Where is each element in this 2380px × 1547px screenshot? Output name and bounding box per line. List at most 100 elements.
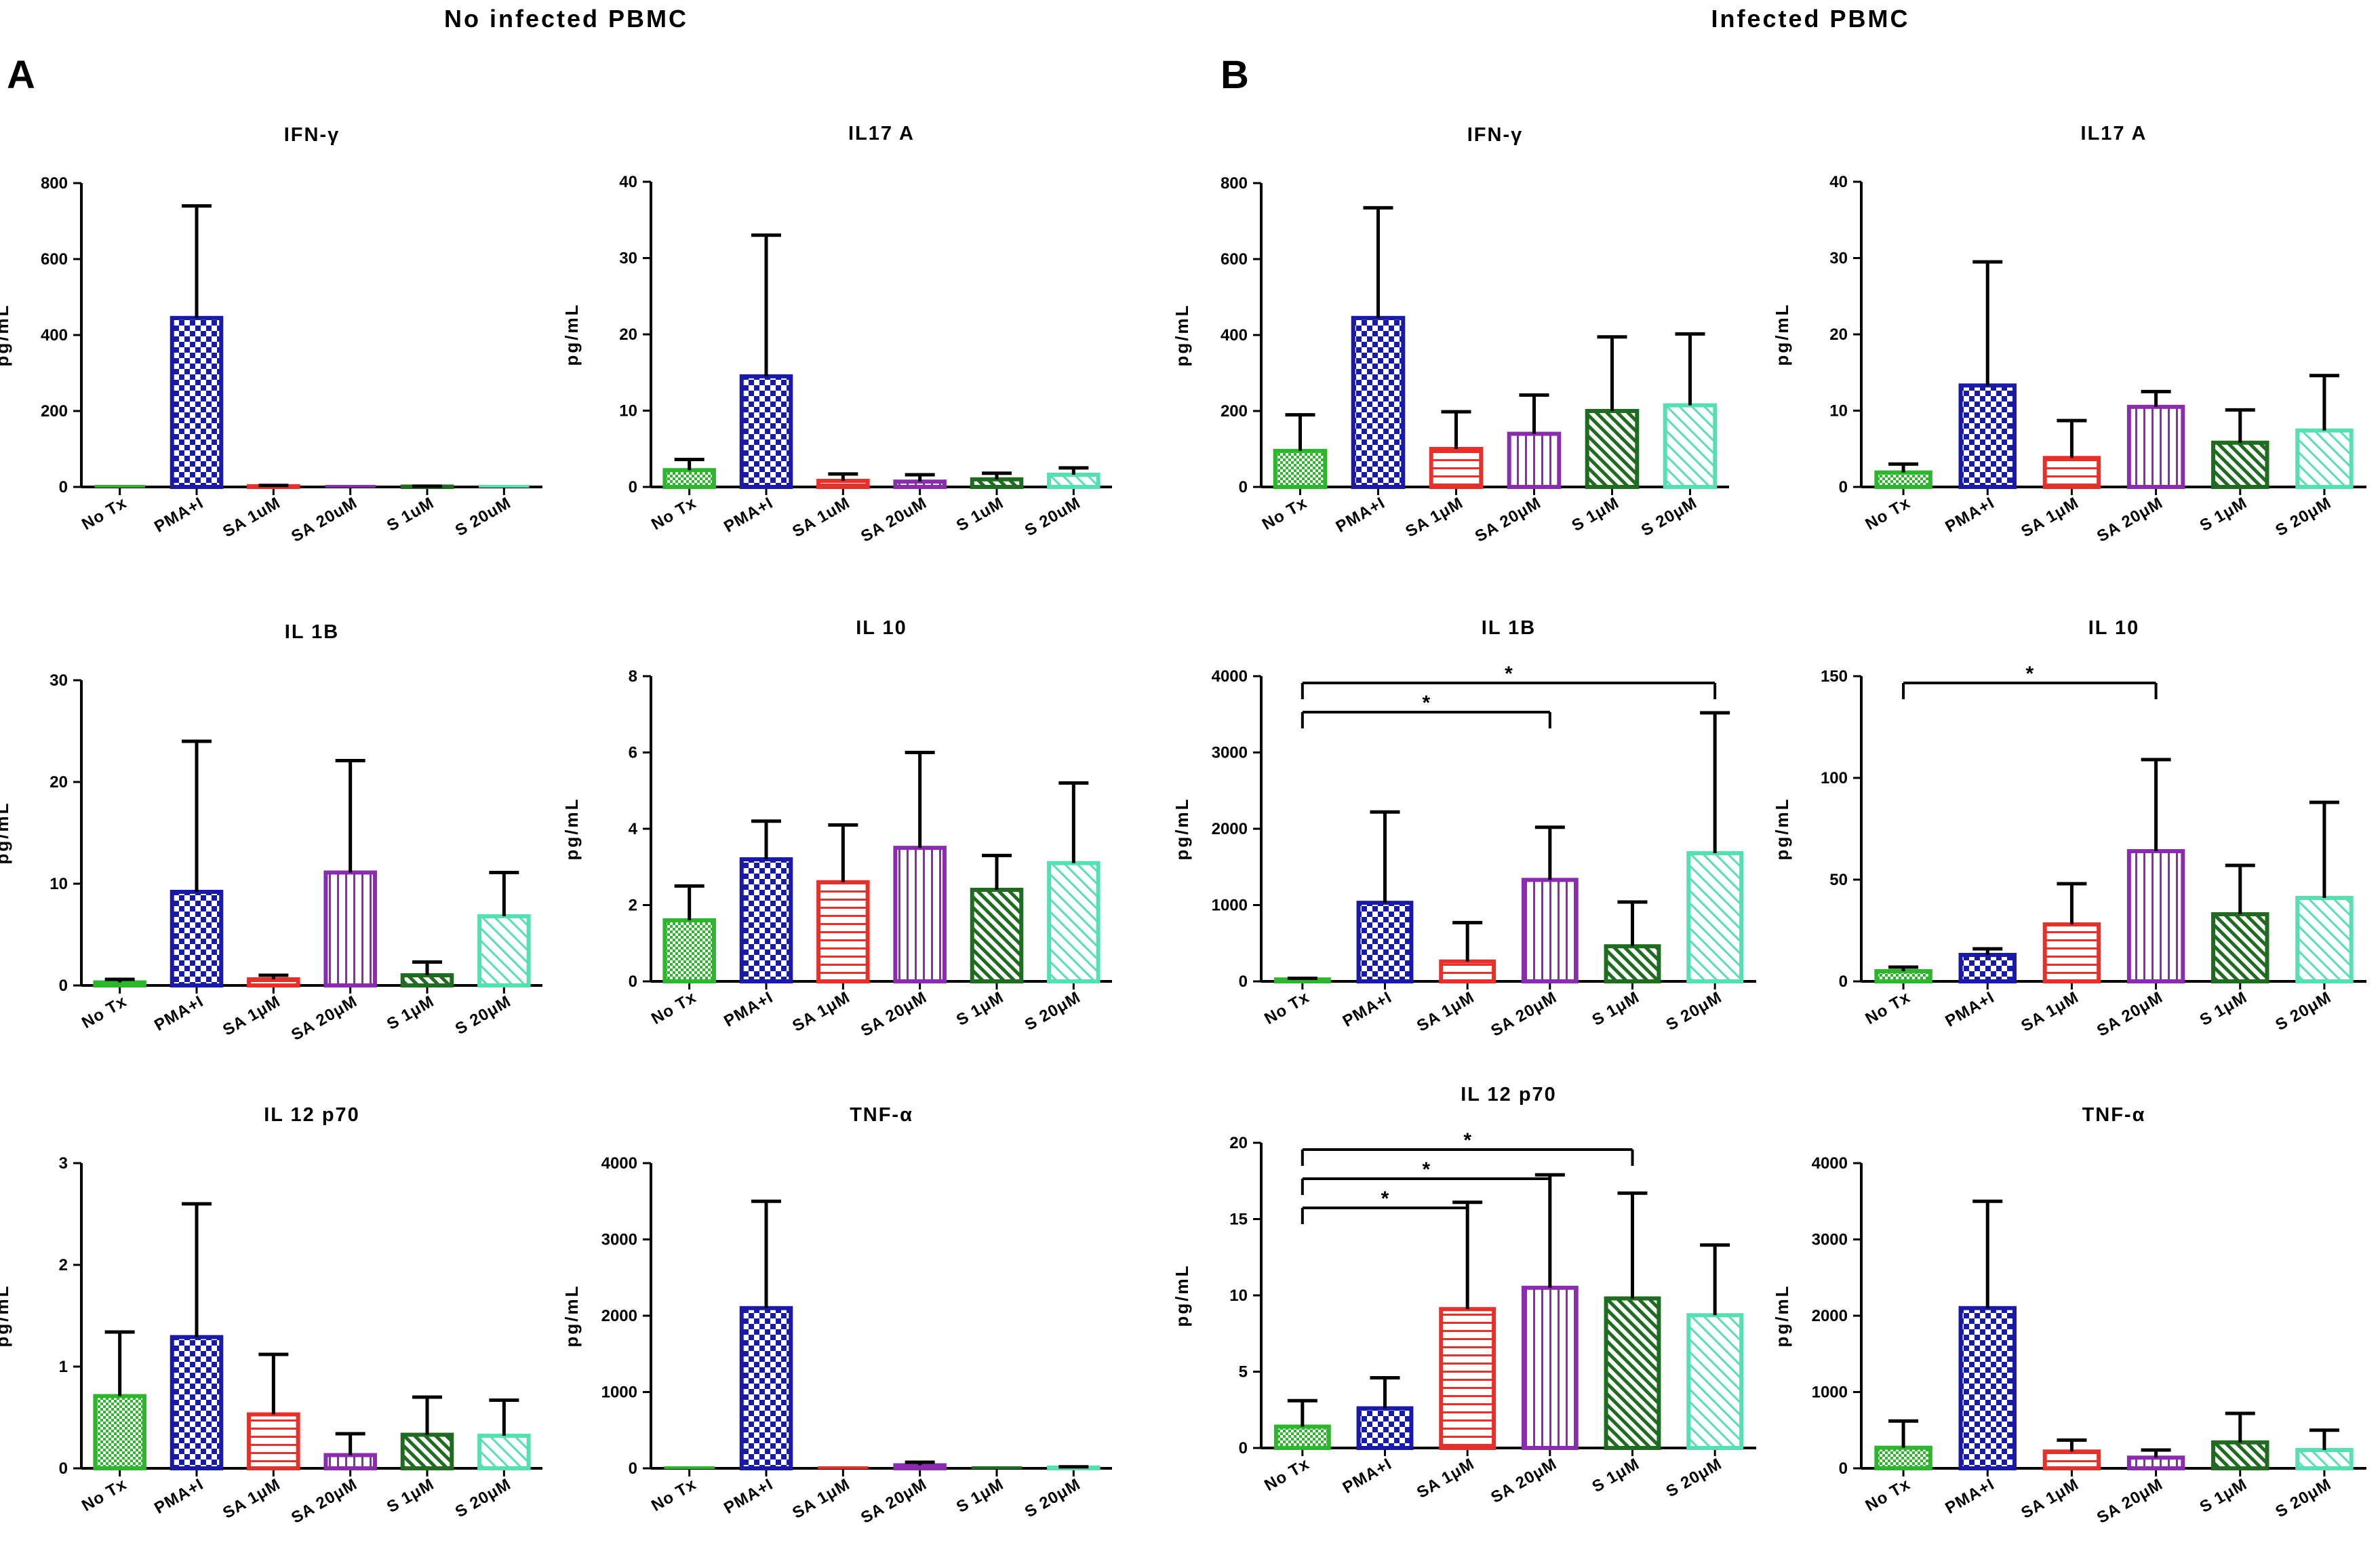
y-axis-label: pg/mL <box>0 802 12 865</box>
bar <box>1521 878 1579 983</box>
y-tick-label: 10 <box>1829 402 1848 420</box>
bar <box>1439 1307 1496 1450</box>
y-tick-label: 30 <box>49 671 68 690</box>
y-tick-label: 1000 <box>1812 1384 1848 1402</box>
x-tick-label: S 1μM <box>384 992 437 1034</box>
y-axis-label: pg/mL <box>1772 1285 1792 1348</box>
bar <box>1663 403 1718 489</box>
y-tick-label: 20 <box>49 773 68 791</box>
y-tick-label: 2 <box>629 897 637 915</box>
significance-star: * <box>2025 663 2034 685</box>
y-tick-label: 4000 <box>1212 667 1248 686</box>
significance-star: * <box>1422 1158 1430 1181</box>
x-tick-label: PMA+I <box>151 494 207 536</box>
x-tick-label: PMA+I <box>151 1475 207 1518</box>
x-tick-label: PMA+I <box>1942 988 1998 1031</box>
y-tick-label: 30 <box>1829 250 1848 268</box>
chart-B4: IL 10 pg/mL 0 50 100 150 No Tx PMA+I SA 1μM SA 20… <box>1772 617 2366 1040</box>
x-tick-label: SA 20uM <box>288 494 361 546</box>
x-tick-label: SA 1μM <box>2018 1475 2082 1523</box>
y-axis-label: pg/mL <box>0 1285 12 1348</box>
bar <box>170 890 224 987</box>
bar <box>93 1394 146 1470</box>
x-tick-label: No Tx <box>1261 988 1313 1028</box>
bar <box>400 973 454 987</box>
bar <box>479 485 530 488</box>
x-tick-label: PMA+I <box>1942 1475 1998 1518</box>
y-tick-label: 8 <box>629 667 637 686</box>
x-tick-label: SA 1μM <box>789 1475 853 1523</box>
x-tick-label: S 20μM <box>452 1475 514 1521</box>
y-tick-label: 0 <box>59 478 68 496</box>
y-tick-label: 2000 <box>601 1307 637 1325</box>
bar <box>1439 959 1496 983</box>
y-tick-label: 3000 <box>1812 1231 1848 1249</box>
chart-title: IL17 A <box>848 123 915 144</box>
bar <box>2211 912 2269 983</box>
chart-title: IL 10 <box>856 617 907 639</box>
y-axis-label: pg/mL <box>1772 798 1792 861</box>
y-tick-label: 600 <box>1221 250 1248 269</box>
chart-title: IL 1B <box>285 621 339 643</box>
x-tick-label: No Tx <box>79 494 130 534</box>
y-tick-label: 2000 <box>1812 1307 1848 1325</box>
panel-a-title: No infected PBMC <box>444 5 688 33</box>
bar <box>1686 1313 1744 1450</box>
x-tick-label: SA 20μM <box>1488 988 1560 1040</box>
x-tick-label: S 20uM <box>1022 494 1084 540</box>
x-tick-label: PMA+I <box>721 494 776 536</box>
x-tick-label: S 1μM <box>384 1475 437 1516</box>
bar <box>2042 922 2101 983</box>
y-tick-label: 0 <box>629 1460 637 1478</box>
bar <box>93 980 146 987</box>
x-tick-label: S 1μM <box>953 1475 1007 1516</box>
significance-star: * <box>1381 1188 1389 1210</box>
y-tick-label: 1000 <box>1212 897 1248 915</box>
bar <box>1604 944 1661 983</box>
bar <box>323 870 377 987</box>
bar <box>2126 849 2185 983</box>
significance-star: * <box>1505 663 1513 685</box>
y-tick-label: 4000 <box>1812 1154 1848 1173</box>
bar <box>2042 456 2101 489</box>
bar <box>1958 953 2017 983</box>
chart-title: TNF-α <box>2082 1104 2146 1126</box>
x-tick-label: SA 1μM <box>1402 494 1466 541</box>
bar <box>400 1432 454 1470</box>
x-tick-label: S 1μM <box>1568 494 1622 535</box>
y-axis-label: pg/mL <box>1172 1264 1192 1327</box>
y-tick-label: 1000 <box>601 1384 637 1402</box>
bar <box>1958 1306 2017 1470</box>
x-tick-label: S 20μM <box>1022 988 1084 1034</box>
bar <box>247 1412 300 1470</box>
x-tick-label: SA 20μM <box>1472 494 1545 546</box>
x-tick-label: S 20μM <box>1022 1475 1084 1521</box>
y-tick-label: 6 <box>629 744 637 762</box>
chart-B3: IL 1B pg/mL 0 1000 2000 3000 4000 No Tx PMA+I SA … <box>1172 617 1756 1040</box>
y-tick-label: 200 <box>1221 402 1248 420</box>
bar <box>94 485 145 488</box>
y-tick-label: 0 <box>1839 973 1848 991</box>
bar <box>818 1466 869 1469</box>
bar <box>1874 1445 1932 1470</box>
x-tick-label: SA 1μM <box>1414 988 1477 1036</box>
y-tick-label: 100 <box>1821 769 1848 787</box>
x-tick-label: No Tx <box>648 494 700 534</box>
bar <box>1874 470 1932 489</box>
chart-title: IFN-γ <box>1467 124 1524 146</box>
x-tick-label: S 1μM <box>2197 988 2250 1030</box>
y-tick-label: 30 <box>619 250 637 268</box>
x-tick-label: PMA+I <box>151 992 207 1035</box>
bar <box>662 918 716 983</box>
y-tick-label: 800 <box>1221 174 1248 193</box>
y-axis-label: pg/mL <box>1772 303 1792 366</box>
x-tick-label: SA 20μM <box>2094 988 2166 1040</box>
y-tick-label: 200 <box>41 402 68 420</box>
y-tick-label: 10 <box>1229 1287 1248 1305</box>
bar <box>1429 447 1484 489</box>
y-tick-label: 15 <box>1229 1211 1248 1229</box>
bar <box>739 1306 793 1470</box>
